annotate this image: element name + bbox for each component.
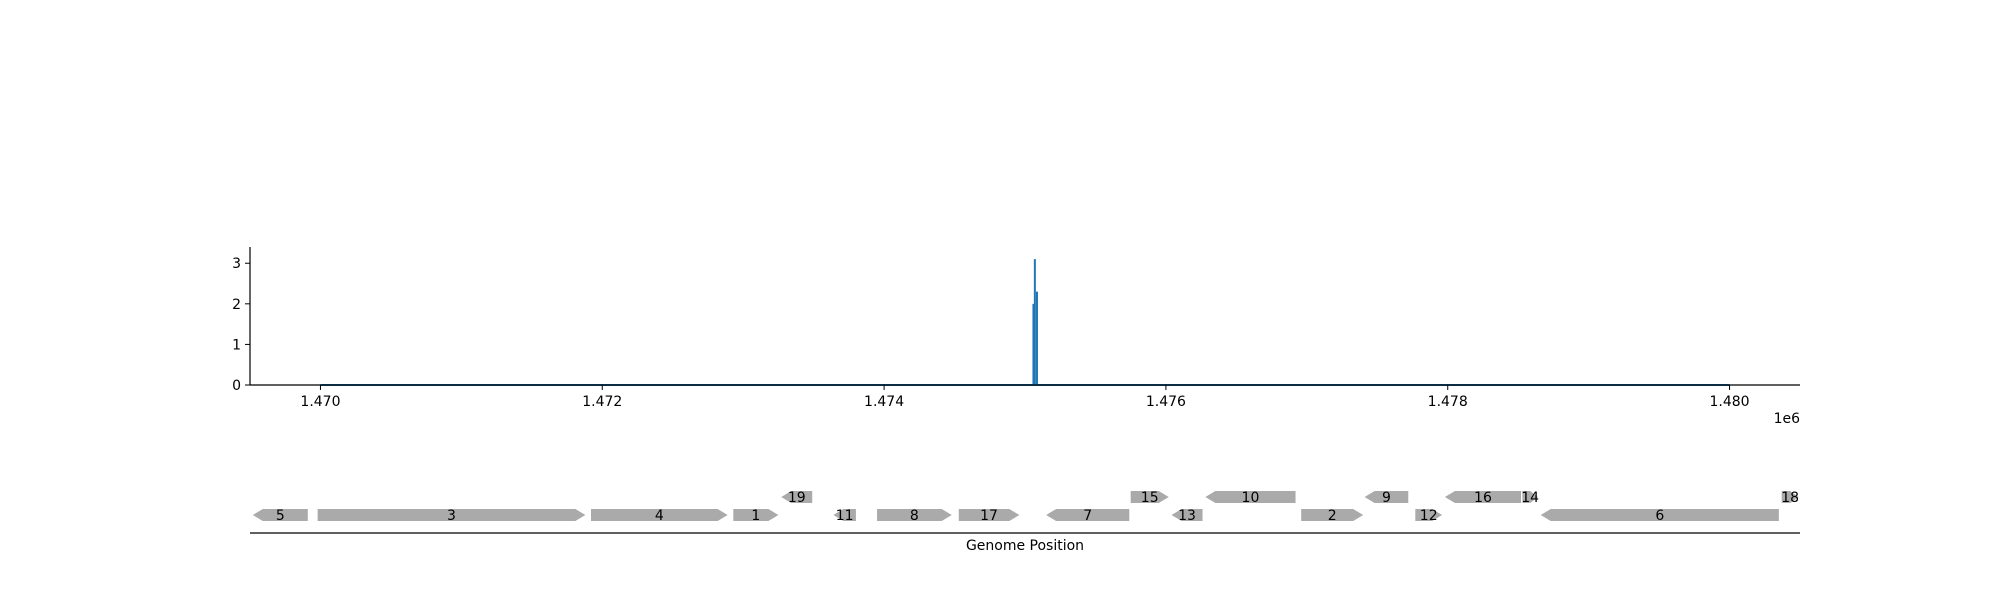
gene-arrow: [1444, 491, 1521, 503]
gene-feature: 16: [1444, 490, 1521, 506]
gene-label: 9: [1382, 490, 1391, 506]
gene-label: 10: [1242, 490, 1260, 506]
gene-label: 12: [1420, 508, 1438, 524]
gene-label: 16: [1474, 490, 1492, 506]
gene-arrow: [317, 509, 586, 521]
gene-feature: 17: [958, 508, 1020, 524]
gene-track: 5 3 4 1 19 11 8 17 7 15 13 10 2 9 12 16 14 6 18 Genome Pos…: [250, 490, 1800, 554]
x-axis-ticks: 1.470 1.472 1.474 1.476 1.478 1.480: [300, 385, 1750, 410]
gene-feature: 3: [317, 508, 586, 524]
gene-arrow: [958, 509, 1020, 521]
gene-label: 13: [1178, 508, 1196, 524]
gene-label: 5: [276, 508, 285, 524]
y-tick-label: 0: [232, 378, 241, 394]
gene-arrow: [833, 509, 856, 521]
gene-feature: 12: [1415, 508, 1443, 524]
gene-label: 19: [788, 490, 806, 506]
gene-label: 1: [751, 508, 760, 524]
gene-arrow: [1130, 491, 1169, 503]
gene-feature: 1: [733, 508, 779, 524]
y-tick-label: 2: [232, 297, 241, 313]
gene-arrow: [591, 509, 728, 521]
gene-feature: 18: [1781, 490, 1799, 506]
x-tick-label: 1.472: [582, 394, 622, 410]
gene-arrow: [1415, 509, 1443, 521]
gene-arrow: [1781, 491, 1799, 503]
gene-feature: 15: [1130, 490, 1169, 506]
gene-feature: 2: [1301, 508, 1364, 524]
gene-arrow: [877, 509, 952, 521]
gene-label: 7: [1083, 508, 1092, 524]
y-tick-label: 1: [232, 337, 241, 353]
gene-arrow: [252, 509, 308, 521]
gene-feature: 4: [591, 508, 728, 524]
gene-feature: 5: [252, 508, 308, 524]
gene-label: 3: [447, 508, 456, 524]
gene-label: 4: [655, 508, 664, 524]
x-tick-label: 1.480: [1709, 394, 1749, 410]
x-offset-label: 1e6: [1774, 411, 1801, 427]
gene-arrow: [1171, 509, 1203, 521]
gene-feature: 14: [1521, 490, 1539, 506]
gene-arrow: [1540, 509, 1779, 521]
x-tick-label: 1.470: [300, 394, 340, 410]
gene-arrow: [1046, 509, 1130, 521]
gene-features: 5 3 4 1 19 11 8 17 7 15 13 10 2 9 12 16 14 6 18: [252, 490, 1799, 524]
gene-feature: 7: [1046, 508, 1130, 524]
y-axis-ticks: 0 1 2 3: [232, 256, 250, 394]
gene-arrow: [733, 509, 779, 521]
gene-feature: 6: [1540, 508, 1779, 524]
x-tick-label: 1.476: [1146, 394, 1186, 410]
gene-label: 8: [910, 508, 919, 524]
x-axis-label: Genome Position: [966, 538, 1084, 554]
gene-label: 11: [836, 508, 854, 524]
gene-arrow: [1205, 491, 1296, 503]
gene-arrow: [781, 491, 813, 503]
gene-label: 6: [1655, 508, 1664, 524]
gene-arrow: [1301, 509, 1364, 521]
gene-arrow: [1364, 491, 1409, 503]
gene-feature: 13: [1171, 508, 1203, 524]
y-tick-label: 3: [232, 256, 241, 272]
gene-label: 17: [980, 508, 998, 524]
gene-feature: 8: [877, 508, 952, 524]
gene-feature: 10: [1205, 490, 1296, 506]
gene-feature: 9: [1364, 490, 1409, 506]
gene-label: 2: [1328, 508, 1337, 524]
gene-label: 14: [1521, 490, 1539, 506]
gene-feature: 19: [781, 490, 813, 506]
x-tick-label: 1.478: [1428, 394, 1468, 410]
gene-label: 18: [1781, 490, 1799, 506]
x-tick-label: 1.474: [864, 394, 904, 410]
coverage-plot: 1.470 1.472 1.474 1.476 1.478 1.480 0 1 2 3 1e6: [232, 247, 1800, 427]
gene-label: 15: [1141, 490, 1159, 506]
gene-arrow: [1522, 491, 1538, 503]
gene-feature: 11: [833, 508, 856, 524]
